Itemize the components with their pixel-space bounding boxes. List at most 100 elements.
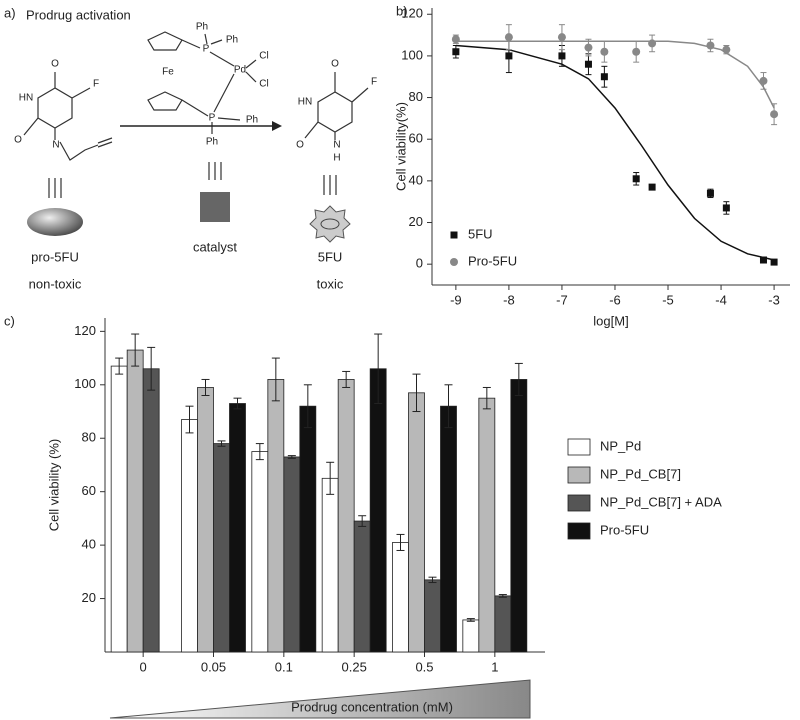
legend-marker: [450, 258, 458, 266]
data-point: [452, 48, 460, 56]
atom: P: [209, 113, 216, 124]
data-point: [759, 76, 768, 85]
bar: [126, 349, 144, 653]
data-point: [706, 189, 714, 197]
y-tick-label: 0: [416, 256, 423, 271]
compound-name: 5FU: [318, 249, 343, 264]
x-tick-label: -3: [768, 292, 780, 307]
legend-label: NP_Pd_CB[7]: [600, 466, 681, 481]
compound-name: pro-5FU: [31, 249, 79, 264]
atom: O: [14, 135, 22, 146]
x-tick-label: -9: [450, 292, 462, 307]
legend-marker: [450, 231, 458, 239]
x-axis-label: Prodrug concentration (mM): [291, 699, 453, 714]
scheme-title: Prodrug activation: [26, 7, 131, 22]
fit-curve: [455, 40, 775, 109]
y-axis-label: Cell viability (%): [46, 439, 61, 531]
molecule-bonds: [23, 72, 113, 161]
x-tick-label: 0: [140, 659, 147, 674]
data-point: [648, 39, 657, 48]
x-tick-label: 0.05: [201, 659, 226, 674]
data-point: [558, 52, 566, 60]
data-point: [451, 35, 460, 44]
data-point: [505, 52, 513, 60]
compound-note: toxic: [317, 276, 344, 291]
bar: [510, 379, 528, 653]
concentration-gradient: [109, 679, 531, 719]
y-tick-label: 40: [409, 172, 423, 187]
y-tick-label: 20: [409, 214, 423, 229]
atom: HN: [19, 93, 33, 104]
atom: N: [52, 140, 59, 151]
bar: [251, 451, 269, 653]
activated-particle: [309, 205, 351, 243]
x-tick-label: 0.5: [415, 659, 433, 674]
panel-label: b): [396, 3, 408, 18]
y-tick-label: 40: [82, 537, 96, 552]
bar: [478, 397, 496, 653]
x-tick-label: 0.1: [275, 659, 293, 674]
y-tick-label: 60: [409, 131, 423, 146]
atom: Pd: [234, 65, 246, 76]
bar: [462, 619, 480, 653]
y-tick-label: 80: [409, 89, 423, 104]
data-point: [632, 175, 640, 183]
x-tick-label: -5: [662, 292, 674, 307]
atom: Fe: [162, 67, 174, 78]
bar: [197, 387, 214, 653]
link-symbol: [323, 175, 337, 195]
data-point: [584, 60, 592, 68]
nanoparticle: [27, 208, 83, 236]
legend-swatch: [567, 438, 591, 456]
data-point: [759, 256, 767, 264]
data-point: [770, 258, 778, 266]
y-tick-label: 120: [74, 323, 96, 338]
data-point: [584, 43, 593, 52]
bar: [321, 477, 339, 653]
scheme: a) Prodrug activation O HN F O N pro-5FU…: [4, 5, 377, 291]
particle-core: [320, 218, 340, 230]
legend-label: Pro-5FU: [600, 522, 649, 537]
panel-label: a): [4, 5, 16, 20]
atom: P: [203, 44, 210, 55]
atom: Ph: [196, 22, 208, 33]
legend-swatch: [567, 466, 591, 484]
atom: O: [51, 59, 59, 70]
data-point: [600, 73, 608, 81]
y-tick-label: 120: [401, 6, 423, 21]
bar: [181, 419, 198, 653]
bar: [299, 405, 317, 653]
y-tick-label: 60: [82, 483, 96, 498]
compound-name: catalyst: [193, 239, 237, 254]
y-axis-label: Cell viability(%): [393, 102, 408, 191]
bar: [440, 405, 457, 653]
x-tick-label: 1: [491, 659, 498, 674]
compound-note: non-toxic: [29, 276, 82, 291]
bar: [369, 368, 387, 653]
bar: [229, 403, 246, 653]
legend-swatch: [567, 494, 591, 512]
link-symbol: [208, 162, 222, 180]
catalyst-particle: [200, 192, 230, 222]
panel-label: c): [4, 313, 15, 328]
atom: F: [371, 77, 377, 88]
data-point: [504, 33, 513, 42]
bar: [283, 456, 301, 653]
legend-label: Pro-5FU: [468, 253, 517, 268]
data-point: [557, 33, 566, 42]
data-point: [722, 45, 731, 54]
atom: Ph: [206, 137, 218, 148]
fit-curve: [455, 44, 775, 261]
molecule-bonds: [304, 72, 369, 140]
y-tick-label: 80: [82, 430, 96, 445]
legend-label: 5FU: [468, 226, 493, 241]
atom: H: [333, 153, 340, 164]
y-tick-label: 100: [74, 376, 96, 391]
atom: Cl: [259, 79, 268, 90]
data-point: [706, 41, 715, 50]
bar: [494, 595, 512, 653]
atom: N: [333, 140, 340, 151]
arrow-head: [272, 121, 282, 131]
atom: Ph: [246, 115, 258, 126]
